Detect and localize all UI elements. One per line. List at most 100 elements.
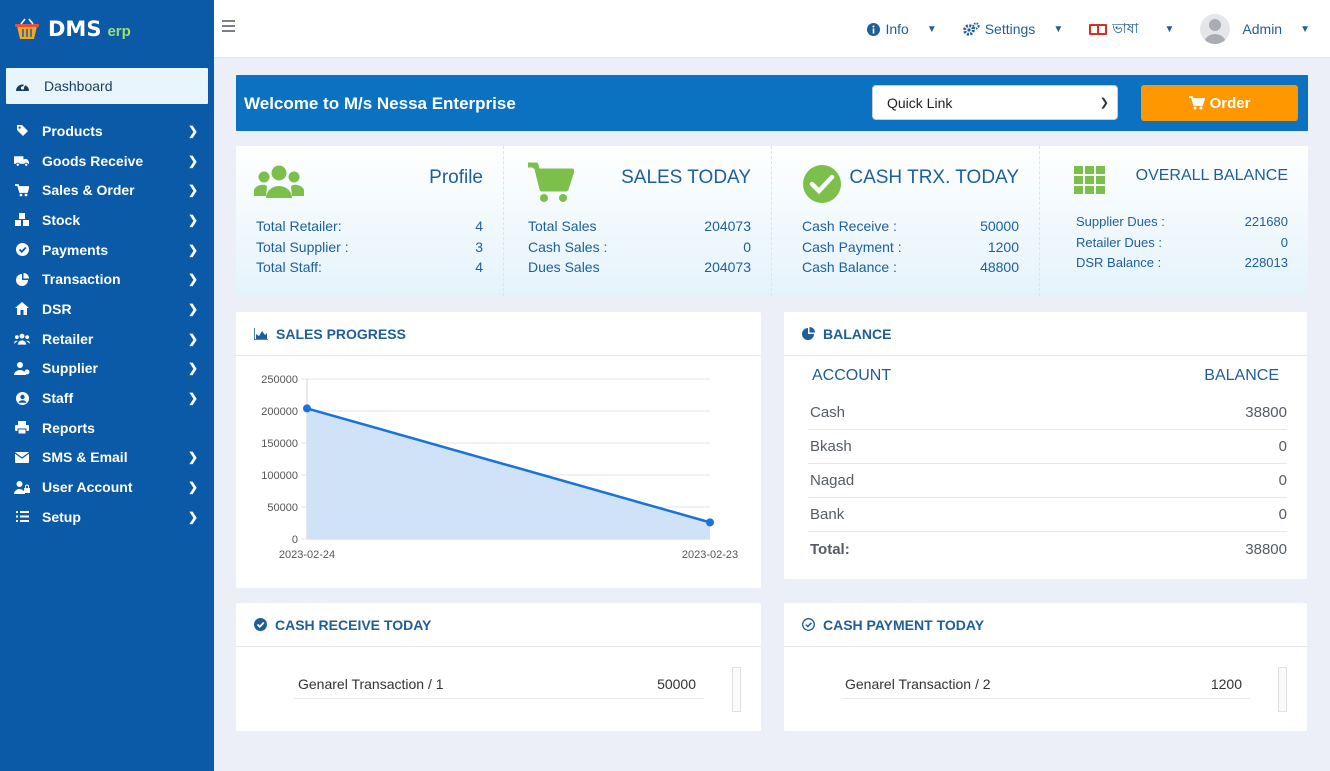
sidebar-item-label: Sales & Order — [42, 182, 135, 199]
stat-value: 1200 — [987, 238, 1019, 255]
sales-progress-card: SALES PROGRESS 250000 200000 150000 100000 5… — [236, 312, 761, 588]
language-label: ভাষা — [1112, 20, 1139, 36]
settings-menu[interactable]: Settings ▼ — [962, 21, 1064, 37]
balance-column-header: BALANCE — [1204, 367, 1279, 384]
chevron-right-icon: ❯ — [187, 331, 198, 346]
balance-cell: 38800 — [1245, 404, 1287, 421]
sidebar-item-retailer[interactable]: Retailer ❯ — [0, 324, 214, 354]
list-item: Genarel Transaction / 2 1200 — [842, 669, 1250, 699]
chevron-right-icon: ❯ — [187, 212, 198, 227]
transaction-label: Genarel Transaction / 1 — [298, 675, 444, 692]
stat-value: 221680 — [1244, 214, 1288, 229]
sidebar-item-user-account[interactable]: User Account ❯ — [0, 472, 214, 502]
brand-suffix: erp — [107, 23, 131, 40]
sidebar-item-dsr[interactable]: DSR ❯ — [0, 294, 214, 324]
data-point — [706, 518, 714, 527]
sidebar-item-setup[interactable]: Setup ❯ — [0, 502, 214, 532]
sales-chart: 250000 200000 150000 100000 50000 0 2023-02-24… — [261, 374, 738, 561]
account-column-header: ACCOUNT — [812, 367, 892, 384]
sidebar-item-reports[interactable]: Reports — [0, 413, 214, 443]
chevron-right-icon: ❯ — [187, 391, 198, 406]
x-tick-label: 2023-02-23 — [682, 549, 738, 561]
quick-link-select[interactable]: Quick Link ❯ — [872, 85, 1118, 120]
sidebar-item-goods-receive[interactable]: Goods Receive ❯ — [0, 146, 214, 176]
balance-cell: 0 — [1278, 472, 1287, 489]
sidebar-item-products[interactable]: Products ❯ — [0, 116, 214, 146]
transaction-value: 50000 — [657, 675, 696, 692]
info-icon — [867, 22, 881, 36]
user-menu[interactable]: Admin ▼ — [1200, 14, 1310, 44]
stat-row: Retailer Dues : 0 — [1076, 235, 1288, 256]
sidebar-item-transaction[interactable]: Transaction ❯ — [0, 264, 214, 294]
caret-down-icon: ▼ — [1053, 23, 1064, 35]
cash-title: CASH TRX. TODAY — [849, 167, 1019, 188]
stat-label: Cash Sales : — [528, 238, 608, 255]
sidebar-item-label: Transaction — [42, 271, 121, 288]
list-item: Genarel Transaction / 1 50000 — [294, 669, 704, 699]
sidebar-item-supplier[interactable]: Supplier ❯ — [0, 354, 214, 384]
stat-row: Supplier Dues : 221680 — [1076, 214, 1288, 235]
print-icon — [14, 421, 30, 435]
stat-label: Total Staff: — [256, 259, 322, 275]
sidebar-item-stock[interactable]: Stock ❯ — [0, 205, 214, 235]
chevron-down-icon: ❯ — [1099, 97, 1109, 109]
sidebar-item-dashboard[interactable]: Dashboard — [6, 68, 208, 104]
caret-down-icon: ▼ — [1300, 23, 1310, 35]
stat-label: Cash Payment : — [802, 238, 902, 255]
info-label: Info — [885, 21, 909, 37]
home-icon — [14, 302, 30, 316]
stat-value: 0 — [1280, 234, 1288, 250]
balance-cell: 0 — [1278, 506, 1287, 523]
user-lock-icon — [14, 480, 30, 494]
hamburger-icon[interactable] — [222, 20, 235, 32]
caret-down-icon: ▼ — [926, 23, 937, 35]
sidebar-item-label: DSR — [42, 300, 72, 317]
stat-value: 228013 — [1244, 255, 1288, 270]
chevron-right-icon: ❯ — [187, 301, 198, 316]
info-menu[interactable]: Info ▼ — [867, 21, 937, 37]
check-circle-icon — [803, 165, 841, 203]
user-tie-icon — [14, 361, 30, 375]
avatar — [1200, 14, 1231, 44]
order-label: Order — [1209, 94, 1251, 112]
table-row: Cash 38800 — [808, 396, 1287, 430]
language-menu[interactable]: ভাষা ▼ — [1089, 17, 1174, 41]
caret-down-icon: ▼ — [1164, 23, 1175, 35]
sidebar-item-sales-order[interactable]: Sales & Order ❯ — [0, 175, 214, 205]
account-cell: Total: — [810, 540, 850, 558]
sidebar-item-sms-email[interactable]: SMS & Email ❯ — [0, 443, 214, 473]
stat-value: 48800 — [980, 259, 1019, 275]
stat-value: 50000 — [980, 218, 1019, 234]
cart-icon — [14, 183, 30, 197]
stat-label: Cash Receive : — [802, 218, 897, 234]
sidebar-item-label: Goods Receive — [42, 152, 144, 169]
sidebar-item-payments[interactable]: Payments ❯ — [0, 235, 214, 265]
sidebar-item-staff[interactable]: Staff ❯ — [0, 383, 214, 413]
y-tick-label: 250000 — [261, 374, 298, 386]
stat-row: Total Supplier : 3 — [256, 239, 483, 260]
sidebar-item-label: Setup — [42, 508, 81, 525]
y-tick-label: 100000 — [261, 470, 298, 482]
gears-icon — [962, 22, 980, 36]
y-tick-label: 200000 — [261, 406, 298, 418]
account-cell: Nagad — [810, 472, 855, 489]
sidebar: DMS erp Dashboard Products ❯ Goods Recei… — [0, 0, 214, 771]
sidebar-item-label: Products — [42, 122, 103, 139]
scrollbar[interactable] — [732, 667, 741, 712]
account-cell: Bank — [810, 506, 845, 523]
sidebar-item-label: Dashboard — [44, 78, 113, 94]
users-icon — [14, 332, 30, 346]
chevron-right-icon: ❯ — [187, 509, 198, 524]
area-fill — [307, 408, 710, 539]
balance-card: BALANCE ACCOUNT BALANCE Cash 38800 Bkash 0… — [784, 312, 1307, 579]
brand-logo[interactable]: DMS erp — [0, 0, 214, 58]
grid-icon — [1074, 166, 1105, 194]
y-tick-label: 0 — [292, 534, 298, 546]
balance-header: BALANCE — [784, 312, 1307, 356]
order-button[interactable]: Order — [1141, 85, 1298, 121]
stat-label: Supplier Dues : — [1076, 214, 1165, 229]
cash-receive-card: CASH RECEIVE TODAY Genarel Transaction /… — [236, 603, 761, 731]
scrollbar[interactable] — [1278, 667, 1287, 712]
stats-panel: Profile Total Retailer: 4 Total Supplier … — [236, 146, 1308, 296]
transaction-label: Genarel Transaction / 2 — [845, 675, 991, 692]
